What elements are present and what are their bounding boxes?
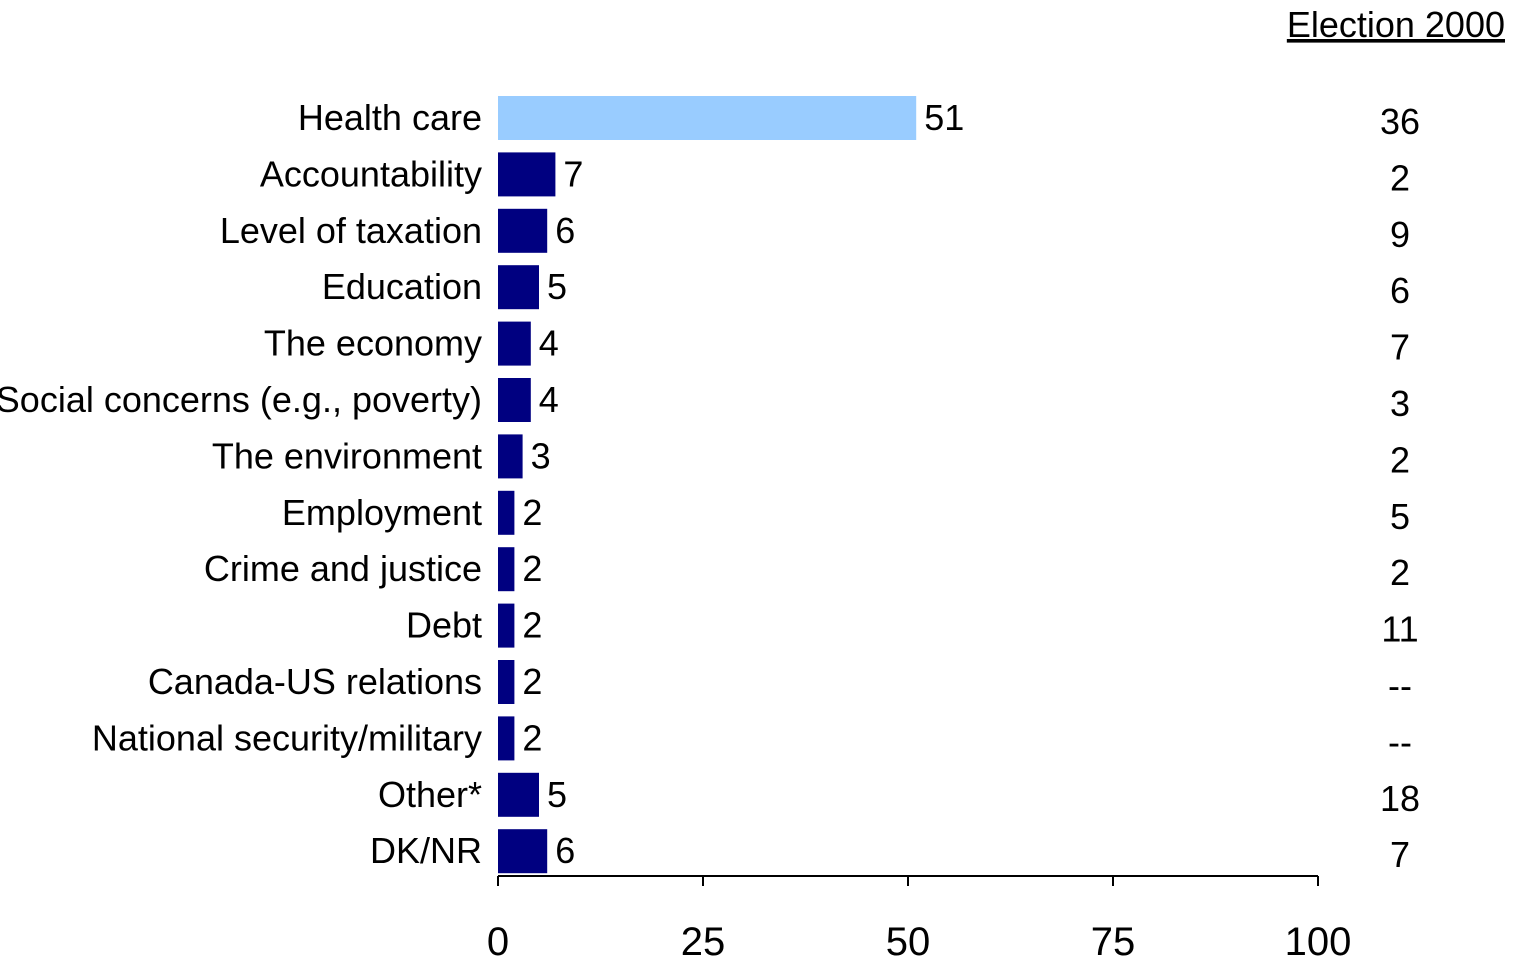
bar-row: Accountability 7 2 xyxy=(260,152,1410,198)
bar-value-label: 5 xyxy=(547,266,567,307)
x-tick-label: 100 xyxy=(1285,920,1352,964)
bar-value-label: 5 xyxy=(547,774,567,815)
category-label: Education xyxy=(322,266,482,307)
bar-value-label: 4 xyxy=(539,323,559,364)
bar-row: Social concerns (e.g., poverty) 4 3 xyxy=(0,378,1410,424)
bar-row: Health care 51 36 xyxy=(298,96,1420,142)
category-label: The economy xyxy=(264,323,482,364)
bar-value-label: 6 xyxy=(555,210,575,251)
x-tick-label: 75 xyxy=(1091,920,1136,964)
bar xyxy=(498,772,539,817)
comparison-value: 2 xyxy=(1390,439,1410,480)
bar-value-label: 6 xyxy=(555,830,575,871)
category-label: Other* xyxy=(378,774,482,815)
bar-row: Other* 5 18 xyxy=(378,772,1420,819)
bar-row: DK/NR 6 7 xyxy=(370,829,1410,875)
bar xyxy=(498,660,515,704)
comparison-value: -- xyxy=(1388,721,1412,762)
comparison-value: 11 xyxy=(1381,609,1418,650)
comparison-value: 2 xyxy=(1390,157,1410,198)
x-tick-label: 0 xyxy=(487,920,509,964)
comparison-value: 3 xyxy=(1390,383,1410,424)
comparison-value: -- xyxy=(1388,665,1412,706)
bar-row: Canada-US relations 2 -- xyxy=(148,660,1412,706)
category-label: Canada-US relations xyxy=(148,661,482,702)
bar-value-label: 7 xyxy=(563,153,583,194)
bar xyxy=(498,265,539,310)
comparison-value: 6 xyxy=(1390,270,1410,311)
bar xyxy=(498,829,548,874)
bar xyxy=(498,490,515,535)
bar-value-label: 3 xyxy=(531,435,551,476)
category-label: Accountability xyxy=(260,153,482,194)
bar-row: National security/military 2 -- xyxy=(92,716,1412,762)
comparison-value: 7 xyxy=(1390,834,1410,875)
category-label: Level of taxation xyxy=(220,210,482,251)
category-label: Crime and justice xyxy=(204,548,482,589)
comparison-value: 2 xyxy=(1390,552,1410,593)
bar-row: The economy 4 7 xyxy=(264,321,1410,368)
bar-row: The environment 3 2 xyxy=(212,434,1410,480)
bar-row: Employment 2 5 xyxy=(282,490,1410,537)
comparison-value: 9 xyxy=(1390,214,1410,255)
bar xyxy=(498,378,531,422)
bar-value-label: 2 xyxy=(522,717,542,758)
bar-value-label: 4 xyxy=(539,379,559,420)
bar xyxy=(498,603,515,648)
category-label: The environment xyxy=(212,435,482,476)
category-label: Social concerns (e.g., poverty) xyxy=(0,379,482,420)
comparison-value: 18 xyxy=(1380,778,1420,819)
comparison-value: 7 xyxy=(1390,327,1410,368)
bar-row: Education 5 6 xyxy=(322,265,1410,311)
comparison-value: 36 xyxy=(1380,101,1420,142)
x-axis: 0 25 50 75 100 xyxy=(487,875,1352,964)
x-tick-label: 25 xyxy=(681,920,726,964)
bar xyxy=(498,96,917,140)
bar-value-label: 51 xyxy=(924,97,964,138)
category-label: Health care xyxy=(298,97,482,138)
bar-value-label: 2 xyxy=(522,548,542,589)
bar xyxy=(498,152,556,197)
comparison-value: 5 xyxy=(1390,496,1410,537)
category-label: DK/NR xyxy=(370,830,482,871)
bar-row: Debt 2 11 xyxy=(406,603,1419,650)
bar xyxy=(498,547,515,592)
bar-value-label: 2 xyxy=(522,661,542,702)
category-label: Debt xyxy=(406,605,482,646)
x-tick-label: 50 xyxy=(886,920,931,964)
bar-row: Level of taxation 6 9 xyxy=(220,208,1410,255)
bar xyxy=(498,716,515,761)
bar xyxy=(498,321,531,366)
bar-row: Crime and justice 2 2 xyxy=(204,547,1410,593)
bar-value-label: 2 xyxy=(522,492,542,533)
bar-value-label: 2 xyxy=(522,605,542,646)
category-label: Employment xyxy=(282,492,482,533)
bar xyxy=(498,434,523,479)
bar xyxy=(498,208,548,253)
category-label: National security/military xyxy=(92,717,482,758)
comparison-column-title: Election 2000 xyxy=(1287,4,1505,45)
